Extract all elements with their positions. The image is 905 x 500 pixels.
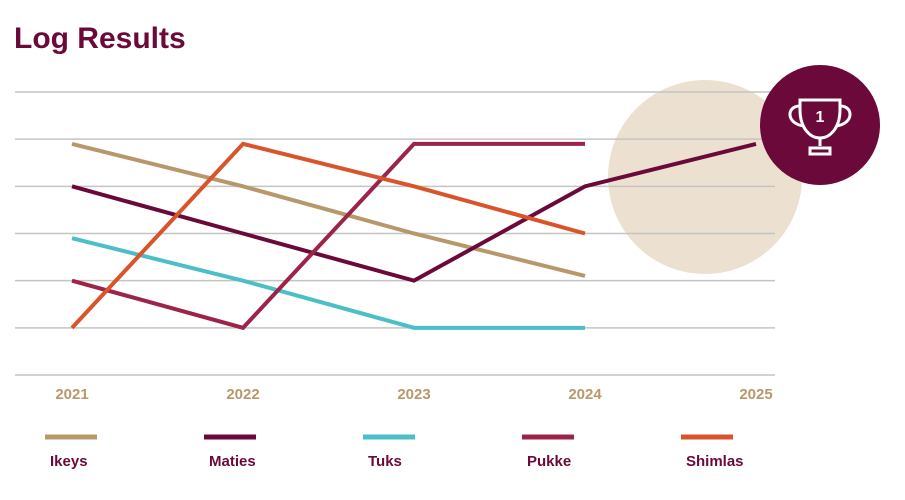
series-line xyxy=(71,141,757,283)
trophy-base xyxy=(808,138,832,156)
highlight-circle xyxy=(608,80,802,274)
plot xyxy=(15,91,775,376)
trophy-cup xyxy=(798,98,842,140)
legend-label: Pukke xyxy=(527,453,571,470)
legend-label: Shimlas xyxy=(686,453,744,470)
legend-label: Maties xyxy=(209,453,256,470)
badge-number: 1 xyxy=(816,109,825,126)
x-tick-label: 2023 xyxy=(397,386,430,403)
legend-label: Tuks xyxy=(368,453,402,470)
series-line xyxy=(71,141,585,331)
series-line xyxy=(70,141,586,330)
trophy-handles xyxy=(788,104,852,128)
trophy-badge: 1 xyxy=(760,65,880,185)
series-line xyxy=(71,236,585,330)
chart-title: Log Results xyxy=(14,22,186,55)
series-line xyxy=(71,141,586,278)
x-tick-label: 2025 xyxy=(739,386,772,403)
legend-label: Ikeys xyxy=(50,453,88,470)
badge-circle xyxy=(760,65,880,185)
x-tick-label: 2021 xyxy=(55,386,88,403)
x-tick-label: 2022 xyxy=(226,386,259,403)
x-tick-label: 2024 xyxy=(568,386,602,403)
